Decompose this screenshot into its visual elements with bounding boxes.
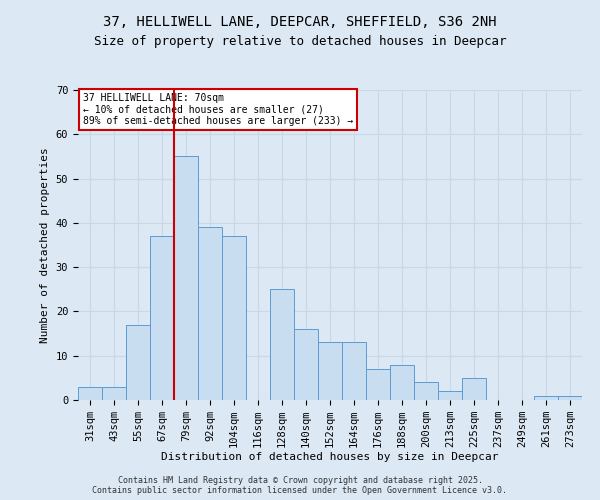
Bar: [318, 342, 342, 400]
Bar: [102, 386, 126, 400]
Bar: [150, 236, 174, 400]
Bar: [294, 329, 318, 400]
Bar: [270, 290, 294, 400]
Bar: [438, 391, 462, 400]
Text: Distribution of detached houses by size in Deepcar: Distribution of detached houses by size …: [161, 452, 499, 462]
Bar: [558, 396, 582, 400]
Bar: [174, 156, 198, 400]
Bar: [222, 236, 246, 400]
Bar: [78, 386, 102, 400]
Y-axis label: Number of detached properties: Number of detached properties: [40, 147, 50, 343]
Bar: [462, 378, 486, 400]
Text: Contains HM Land Registry data © Crown copyright and database right 2025.
Contai: Contains HM Land Registry data © Crown c…: [92, 476, 508, 495]
Bar: [366, 369, 390, 400]
Text: 37 HELLIWELL LANE: 70sqm
← 10% of detached houses are smaller (27)
89% of semi-d: 37 HELLIWELL LANE: 70sqm ← 10% of detach…: [83, 93, 353, 126]
Bar: [414, 382, 438, 400]
Bar: [198, 228, 222, 400]
Bar: [342, 342, 366, 400]
Bar: [534, 396, 558, 400]
Bar: [126, 324, 150, 400]
Bar: [390, 364, 414, 400]
Text: 37, HELLIWELL LANE, DEEPCAR, SHEFFIELD, S36 2NH: 37, HELLIWELL LANE, DEEPCAR, SHEFFIELD, …: [103, 15, 497, 29]
Text: Size of property relative to detached houses in Deepcar: Size of property relative to detached ho…: [94, 35, 506, 48]
